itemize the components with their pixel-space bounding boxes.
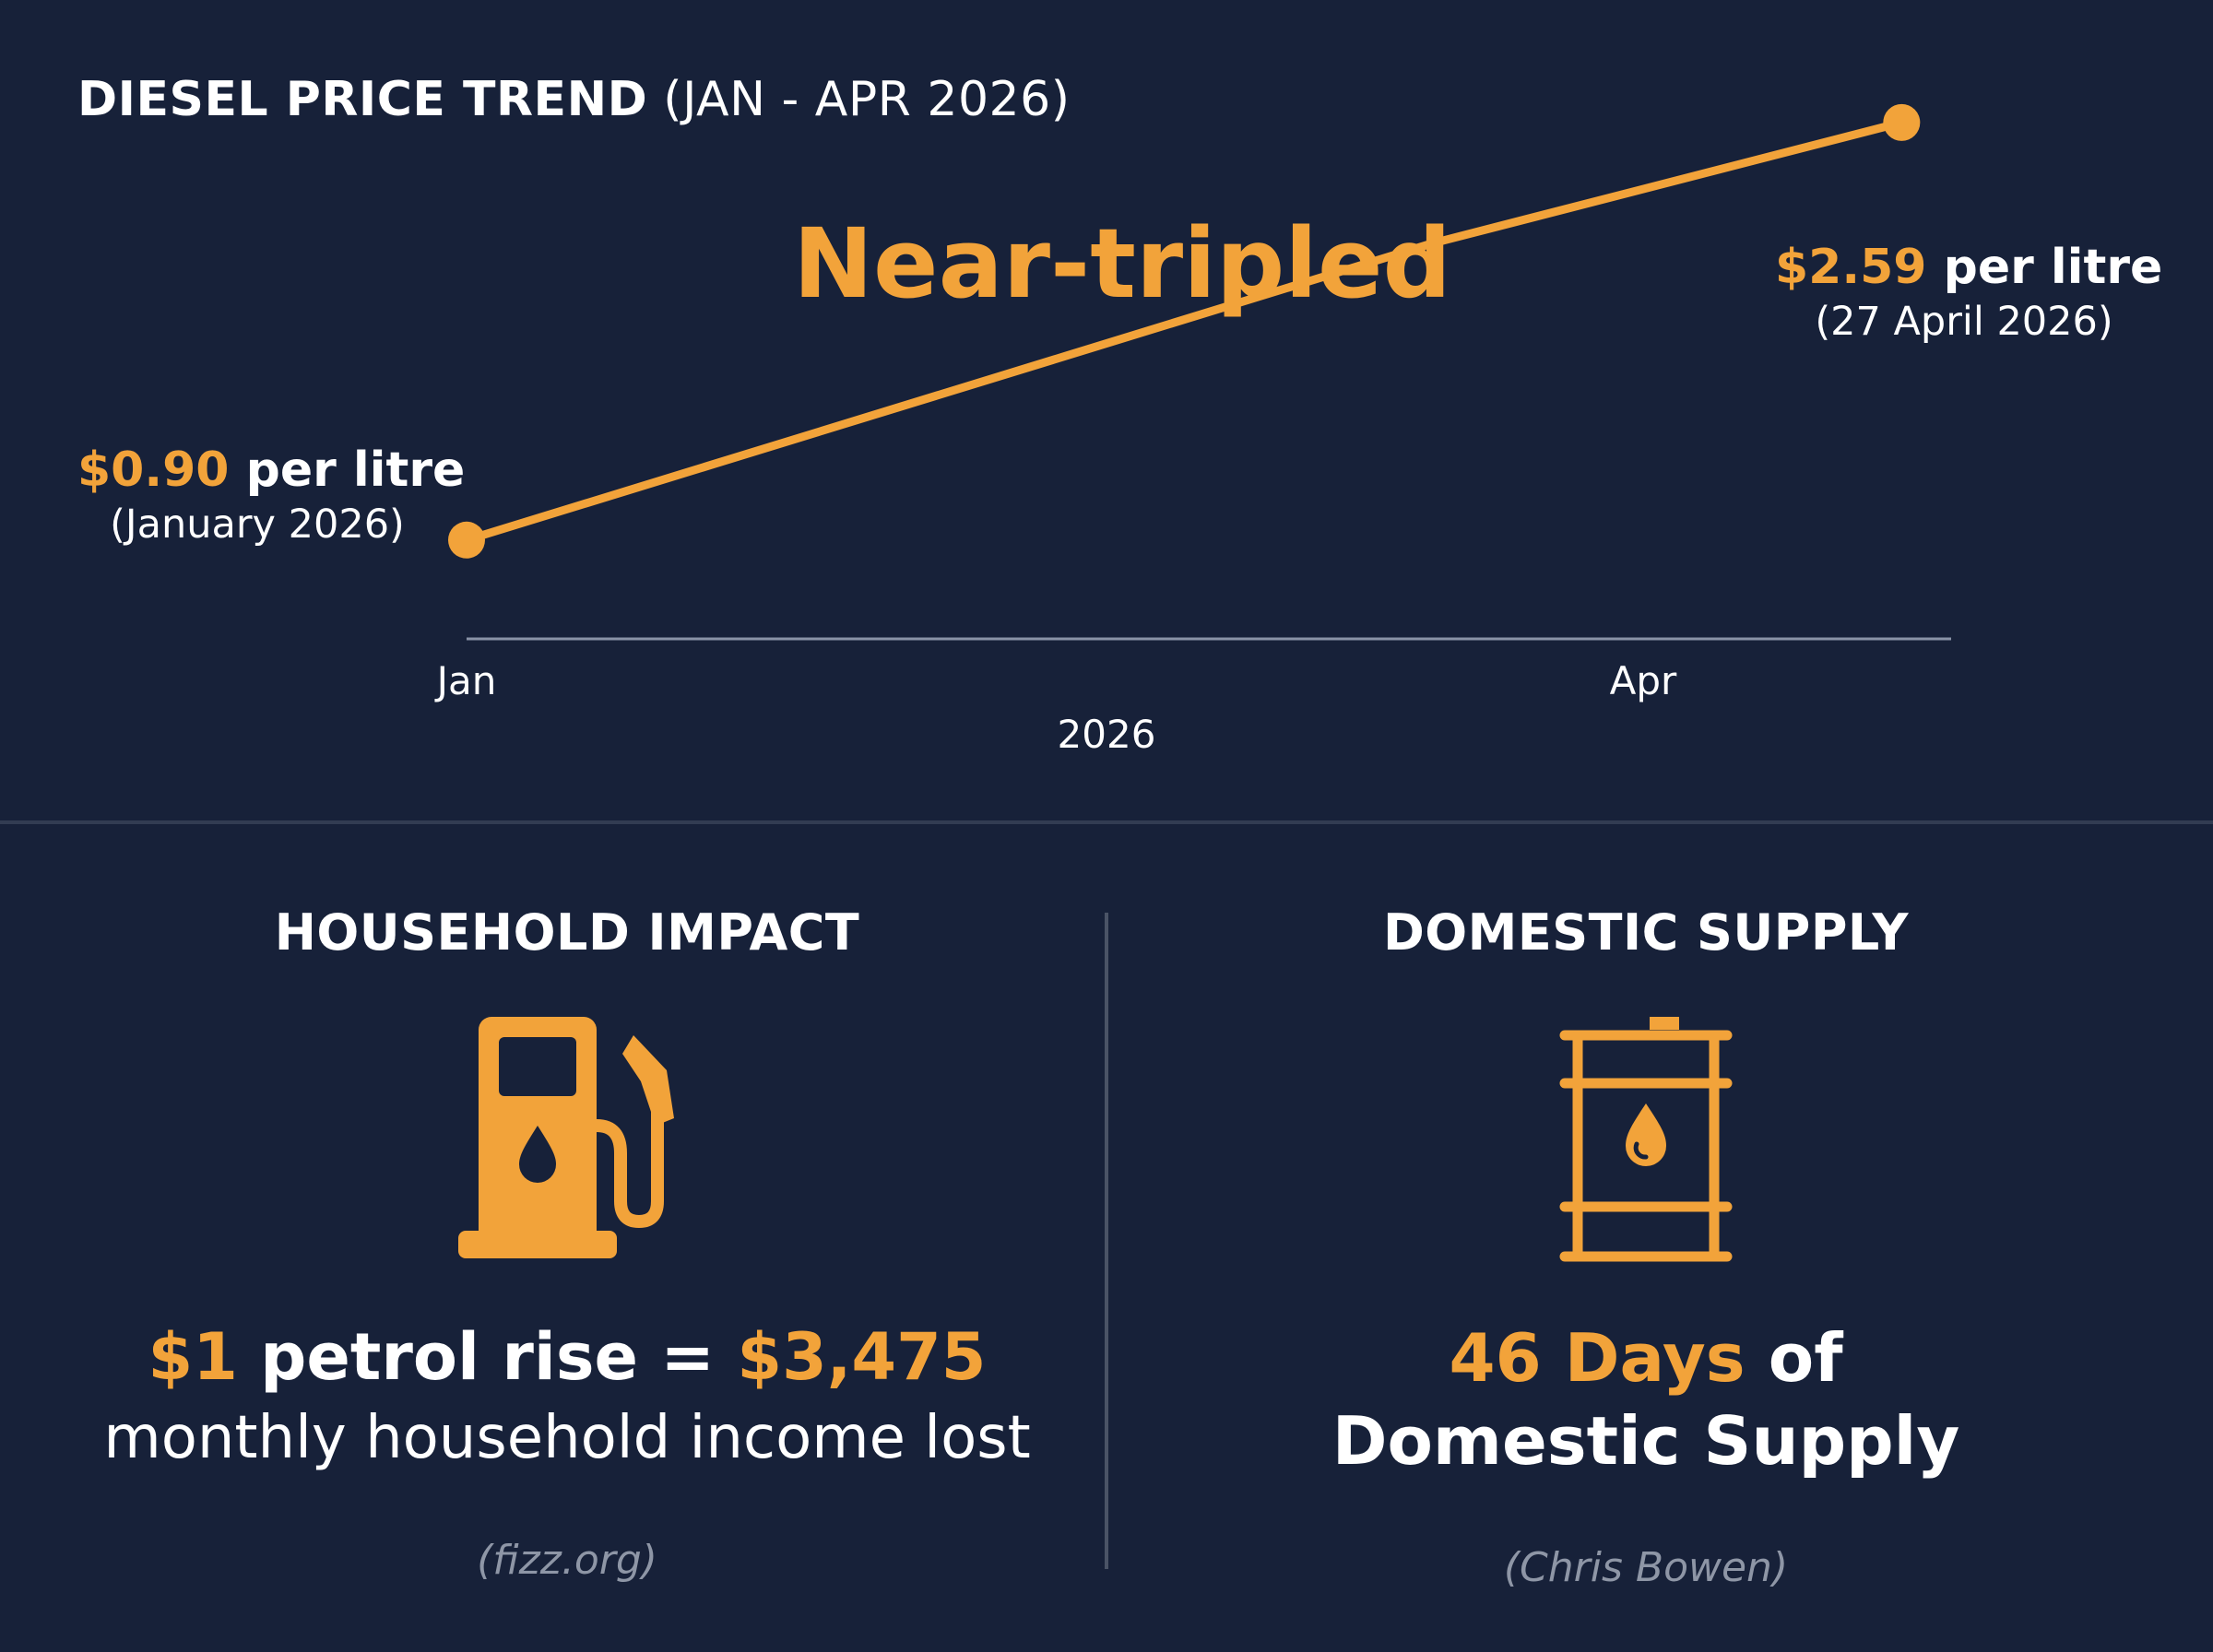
household-source: (fizz.org): [477, 1537, 657, 1584]
x-tick-jan: Jan: [436, 658, 497, 703]
price-trend-chart: [448, 103, 1951, 641]
domestic-supply-panel: DOMESTIC SUPPLY 46 Days of Domestic Supp…: [1097, 903, 2195, 1591]
household-impact-panel: HOUSEHOLD IMPACT $1 petrol rise = $3,475…: [18, 903, 1116, 1584]
fuel-pump-icon: [458, 1017, 674, 1258]
headline-label: Near-tripled: [793, 207, 1451, 320]
chart-title: DIESEL PRICE TREND (JAN - APR 2026): [77, 72, 1071, 127]
end-value-label: $2.59 per litre (27 April 2026): [1775, 240, 2162, 345]
household-heading: HOUSEHOLD IMPACT: [274, 903, 860, 962]
end-date: (27 April 2026): [1815, 299, 2113, 345]
data-point-end: [1883, 103, 1921, 141]
household-stat-a: $1: [148, 1319, 238, 1395]
household-stat-c: $3,475: [737, 1319, 987, 1395]
household-stat-b: petrol rise =: [237, 1319, 738, 1395]
supply-stat-b: of: [1745, 1319, 1843, 1397]
panel-divider: [1105, 913, 1108, 1569]
series-line: [462, 118, 1906, 545]
section-divider: [0, 820, 2213, 824]
chart-title-range: (JAN - APR 2026): [663, 72, 1071, 127]
oil-barrel-icon: [1559, 1017, 1733, 1262]
supply-source: (Chris Bowen): [1503, 1544, 1789, 1591]
x-axis-label: 2026: [1057, 712, 1156, 757]
start-date: (January 2026): [110, 502, 405, 548]
end-value: $2.59: [1775, 240, 1927, 295]
start-unit: per litre: [245, 442, 466, 498]
end-unit: per litre: [1943, 240, 2163, 295]
supply-heading: DOMESTIC SUPPLY: [1382, 903, 1910, 962]
supply-stat-a: 46 Days: [1449, 1319, 1746, 1397]
data-point-start: [448, 521, 485, 559]
start-value: $0.90: [77, 442, 230, 498]
x-tick-apr: Apr: [1609, 658, 1677, 703]
start-value-label: $0.90 per litre (January 2026): [77, 442, 465, 548]
household-stat-line2: monthly household income lost: [103, 1404, 1031, 1472]
supply-stat-line2: Domestic Supply: [1331, 1402, 1960, 1480]
chart-title-main: DIESEL PRICE TREND: [77, 72, 648, 127]
